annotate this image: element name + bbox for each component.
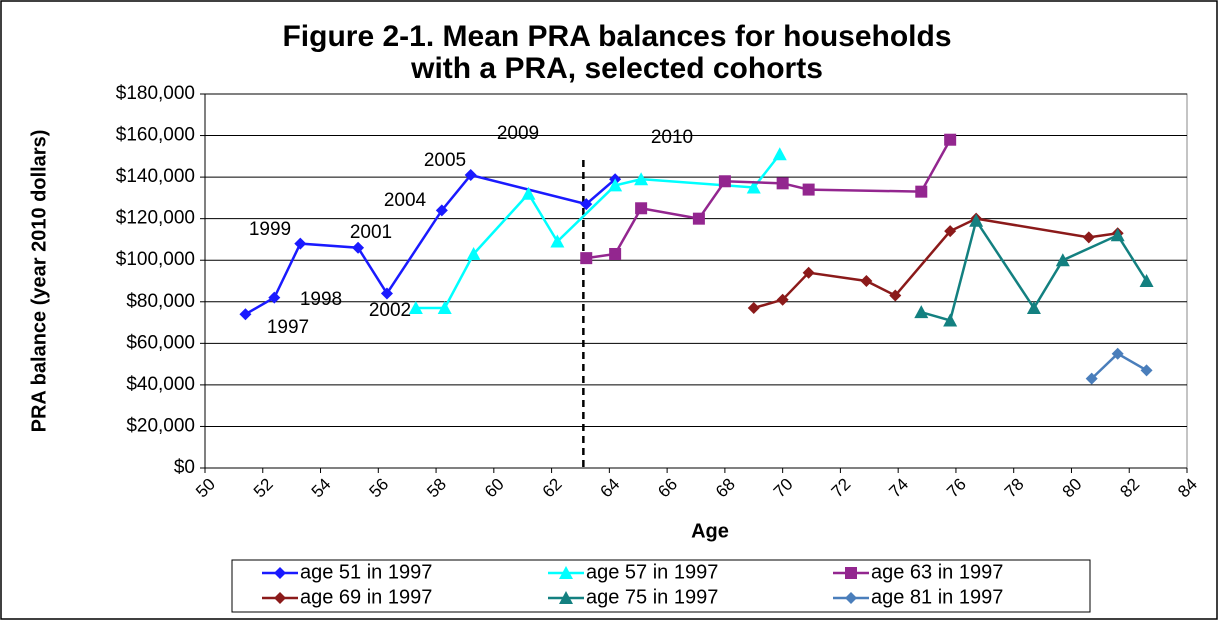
y-tick-label: $20,000 — [126, 415, 195, 436]
marker — [609, 247, 622, 260]
marker — [692, 212, 705, 225]
y-tick-label: $100,000 — [116, 249, 195, 270]
annotation: 2004 — [384, 190, 427, 211]
marker — [1110, 228, 1125, 242]
marker — [1111, 347, 1124, 360]
plot-area — [204, 93, 1188, 469]
annotation: 1997 — [267, 317, 309, 338]
y-tick-label: $40,000 — [126, 374, 195, 395]
legend — [231, 559, 1091, 613]
marker — [914, 305, 929, 319]
marker — [580, 252, 593, 265]
marker — [274, 567, 286, 579]
annotation: 1999 — [249, 219, 291, 240]
marker — [408, 301, 423, 315]
y-tick-label: $140,000 — [116, 166, 195, 187]
y-axis-label: PRA balance (year 2010 dollars) — [28, 130, 50, 433]
marker — [802, 183, 815, 196]
annotation: 2010 — [651, 127, 693, 148]
marker — [860, 275, 873, 287]
marker — [268, 291, 281, 304]
marker — [718, 175, 731, 188]
legend-label: age 63 in 1997 — [871, 561, 1003, 583]
annotation: 2002 — [369, 300, 411, 321]
chart-title: Figure 2-1. Mean PRA balances for househ… — [282, 20, 951, 53]
marker — [435, 204, 448, 217]
marker — [559, 591, 573, 604]
marker — [1082, 231, 1095, 244]
marker — [969, 213, 984, 227]
marker — [889, 289, 902, 302]
marker — [294, 237, 307, 250]
y-tick-label: $120,000 — [116, 208, 195, 229]
y-tick-label: $160,000 — [116, 125, 195, 146]
marker — [845, 592, 857, 604]
marker — [274, 592, 286, 604]
marker — [550, 234, 565, 248]
marker — [608, 178, 623, 192]
marker — [559, 566, 573, 579]
marker — [776, 177, 789, 190]
y-tick-label: $60,000 — [126, 332, 195, 353]
marker — [1055, 253, 1070, 267]
marker — [635, 202, 648, 215]
y-tick-label: $0 — [174, 457, 195, 478]
annotation: 1998 — [300, 289, 342, 310]
y-tick-label: $80,000 — [126, 291, 195, 312]
chart-title: with a PRA, selected cohorts — [410, 52, 823, 85]
legend-label: age 51 in 1997 — [300, 561, 432, 583]
marker — [352, 241, 365, 254]
marker — [1026, 301, 1041, 315]
marker — [634, 172, 649, 186]
annotation: 2005 — [424, 150, 466, 171]
legend-label: age 69 in 1997 — [300, 586, 432, 608]
marker — [580, 198, 593, 211]
legend-label: age 57 in 1997 — [586, 561, 718, 583]
marker — [944, 225, 957, 238]
x-axis-label: Age — [691, 520, 729, 542]
marker — [747, 302, 760, 315]
annotation: 2001 — [350, 222, 392, 243]
marker — [915, 185, 928, 198]
marker — [239, 308, 252, 321]
marker — [437, 301, 452, 315]
marker — [1140, 364, 1153, 377]
marker — [1139, 274, 1154, 287]
marker — [772, 147, 787, 161]
marker — [802, 266, 815, 279]
marker — [380, 287, 393, 300]
annotation: 2009 — [497, 123, 539, 144]
marker — [943, 313, 958, 327]
marker — [845, 567, 857, 579]
marker — [464, 169, 477, 182]
legend-label: age 81 in 1997 — [871, 586, 1003, 608]
marker — [521, 186, 536, 200]
marker — [944, 133, 957, 146]
marker — [466, 246, 481, 260]
legend-label: age 75 in 1997 — [586, 586, 718, 608]
marker — [1085, 372, 1098, 385]
marker — [746, 180, 761, 194]
marker — [776, 293, 789, 306]
y-tick-label: $180,000 — [116, 83, 195, 104]
